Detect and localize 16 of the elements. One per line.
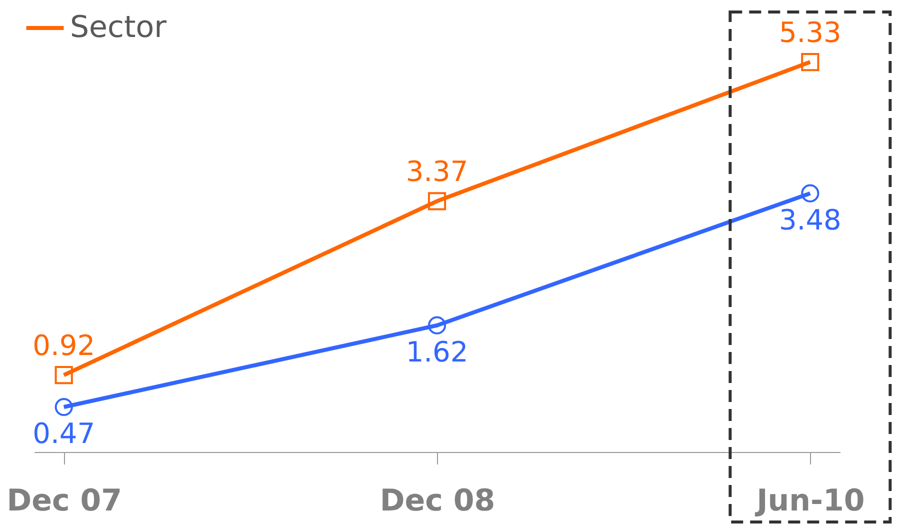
data-label: 1.62 <box>406 335 468 368</box>
point <box>428 192 446 210</box>
point <box>54 398 73 416</box>
x-tick-label: Dec 08 <box>380 484 496 518</box>
point <box>428 316 446 334</box>
legend-label: Sector <box>70 10 168 45</box>
point <box>54 366 73 384</box>
data-label: 0.47 <box>32 417 96 450</box>
point <box>801 184 820 202</box>
data-label: 3.37 <box>406 155 468 188</box>
data-label: 3.48 <box>778 203 842 236</box>
data-label: 5.33 <box>778 16 842 49</box>
x-tick-label: Jun-10 <box>754 484 865 518</box>
point <box>801 52 820 72</box>
x-tick-label: Dec 07 <box>6 484 122 518</box>
data-label: 0.92 <box>32 329 96 362</box>
